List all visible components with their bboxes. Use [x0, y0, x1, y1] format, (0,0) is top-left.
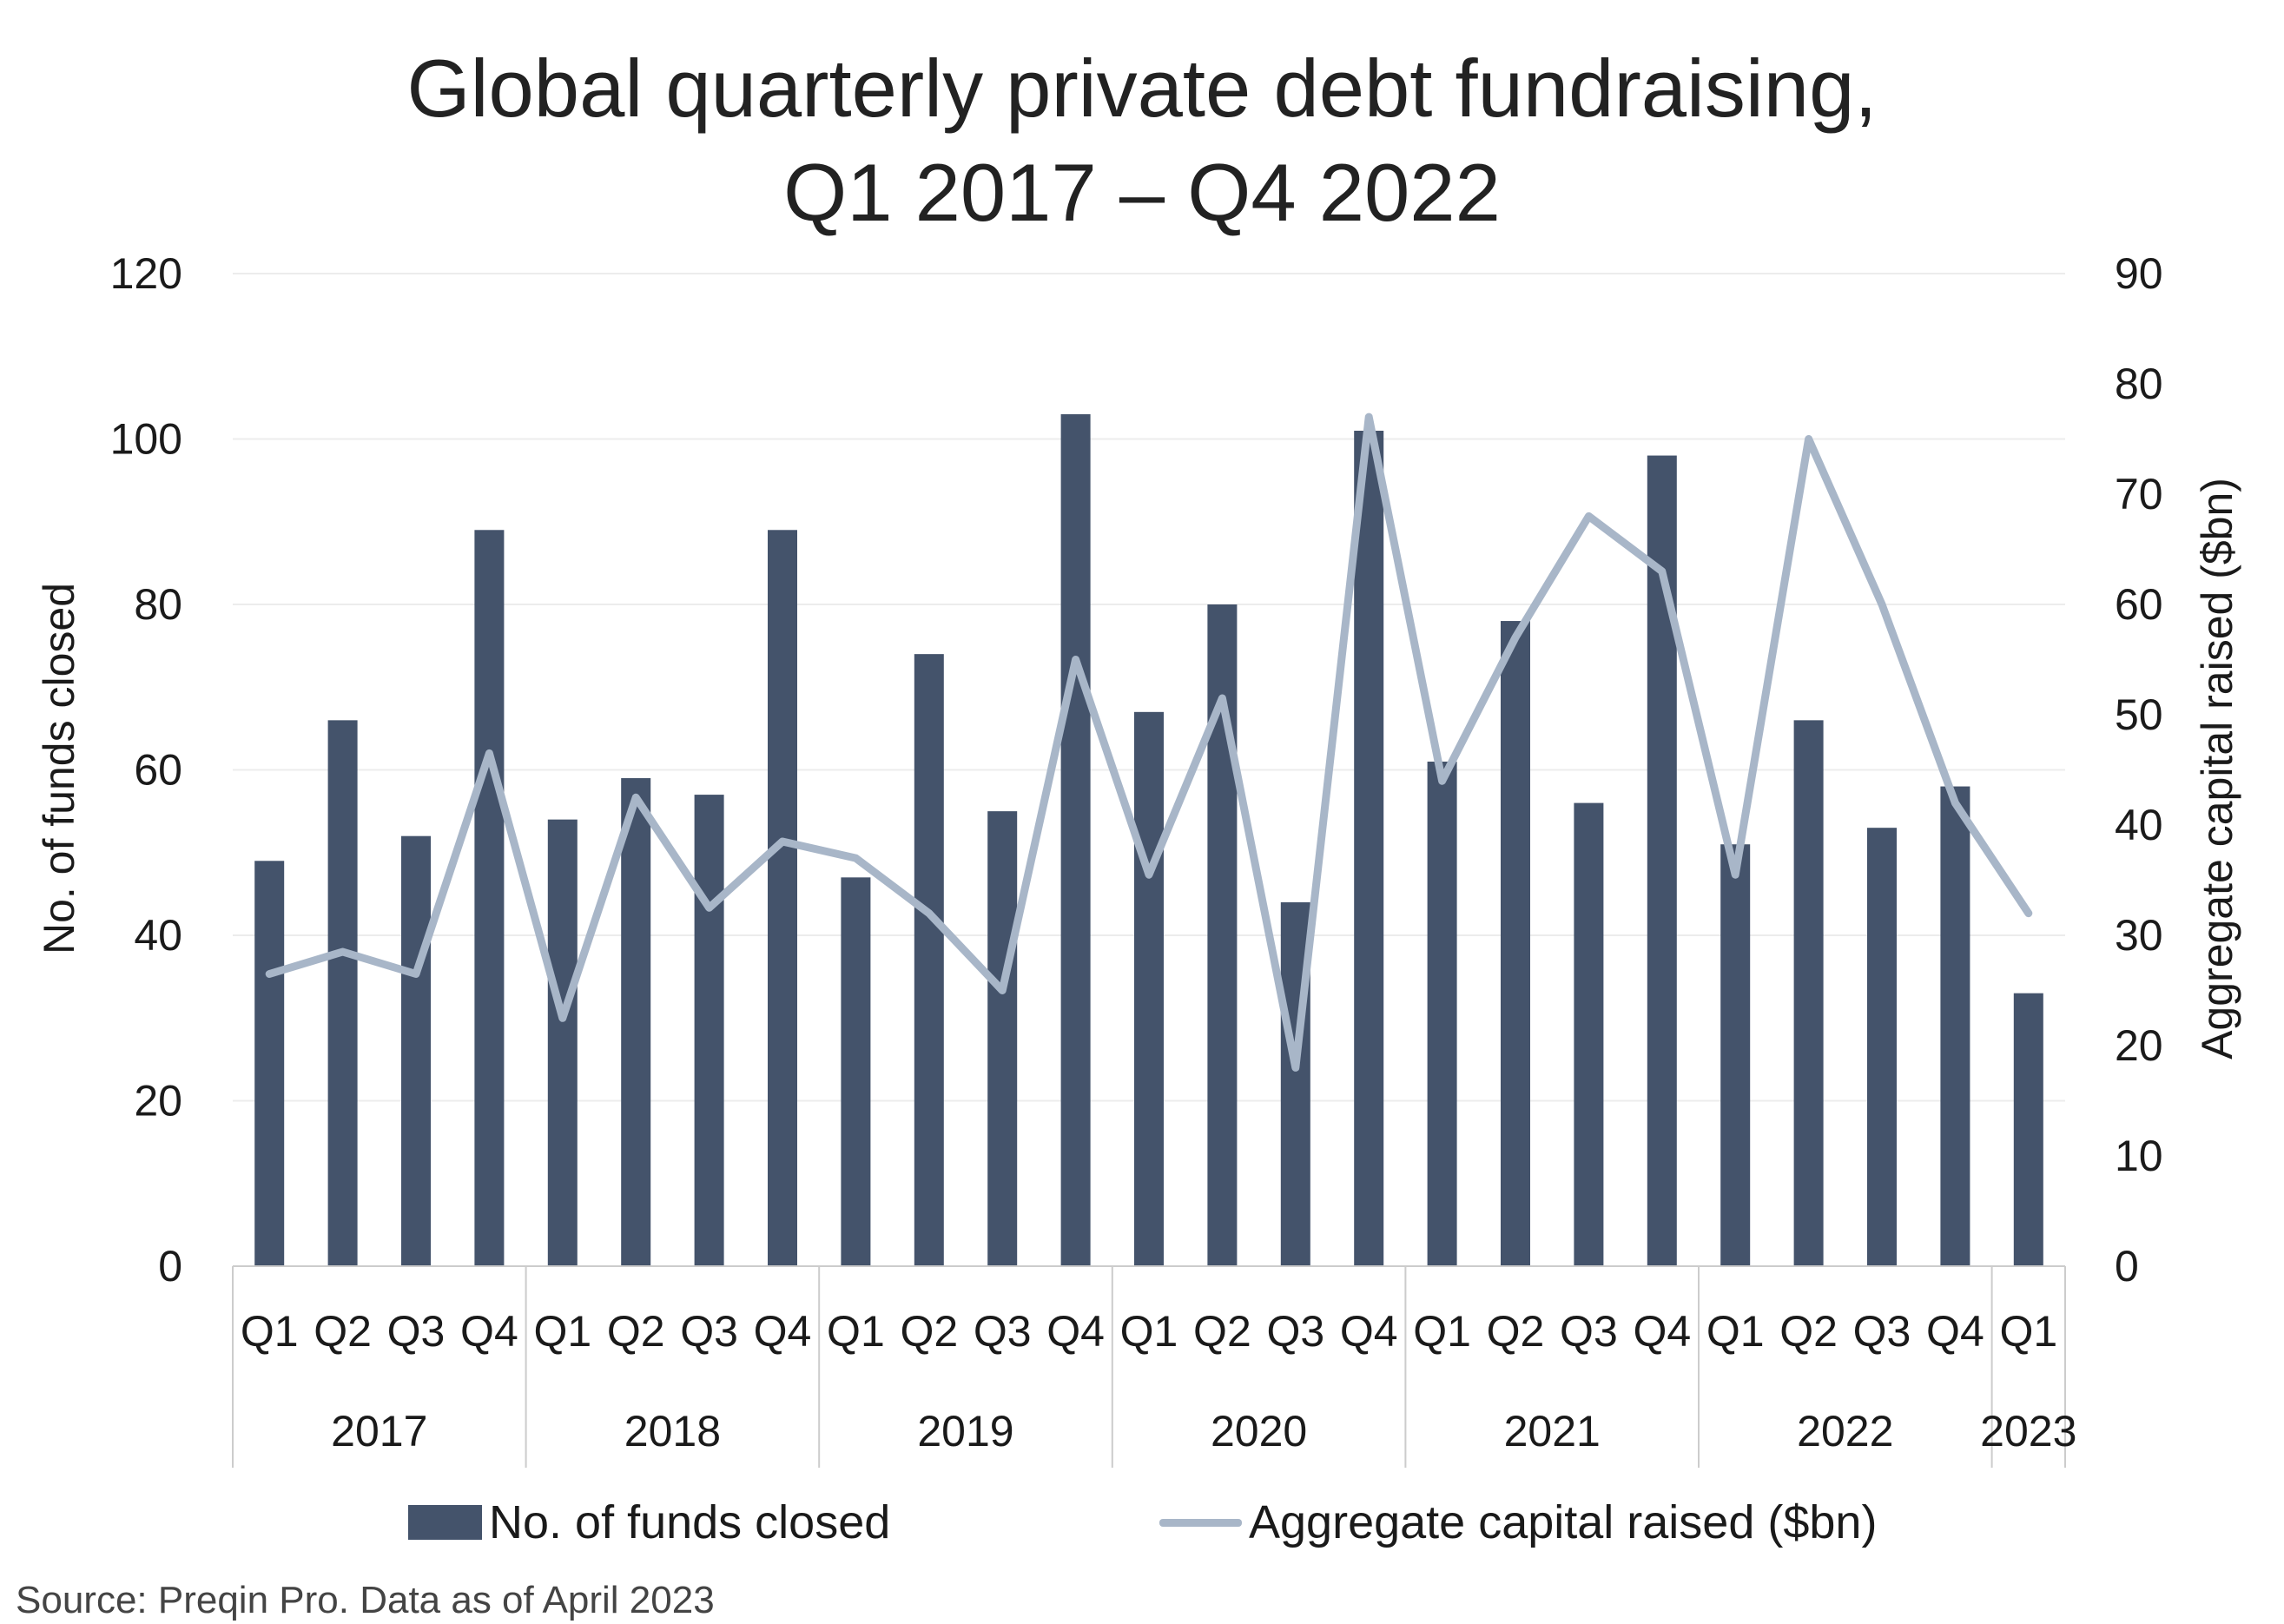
quarter-label: Q4 — [1046, 1307, 1105, 1356]
year-label: 2020 — [1211, 1407, 1307, 1456]
quarter-label: Q1 — [1999, 1307, 2057, 1356]
year-label: 2021 — [1504, 1407, 1601, 1456]
right-tick-label: 40 — [2115, 801, 2163, 849]
right-tick-label: 80 — [2115, 360, 2163, 408]
right-tick-label: 30 — [2115, 911, 2163, 960]
right-axis-label: Aggregate capital raised ($bn) — [2193, 478, 2241, 1060]
bar — [1574, 802, 1604, 1266]
quarter-label: Q3 — [1853, 1307, 1911, 1356]
quarter-label: Q1 — [241, 1307, 299, 1356]
right-tick-label: 90 — [2115, 249, 2163, 298]
right-tick-label: 60 — [2115, 580, 2163, 629]
left-tick-label: 60 — [134, 746, 182, 795]
left-tick-label: 100 — [110, 415, 182, 464]
quarter-label: Q3 — [974, 1307, 1032, 1356]
left-tick-label: 0 — [158, 1242, 182, 1291]
bar — [474, 530, 505, 1266]
quarter-label: Q4 — [1633, 1307, 1691, 1356]
axes — [232, 1265, 2066, 1468]
quarter-label: Q2 — [314, 1307, 372, 1356]
quarter-label: Q2 — [607, 1307, 665, 1356]
left-tick-label: 80 — [134, 580, 182, 629]
bar — [1720, 844, 1751, 1266]
chart-title: Global quarterly private debt fundraisin… — [406, 43, 1878, 134]
right-tick-label: 70 — [2115, 470, 2163, 518]
quarter-label: Q4 — [1340, 1307, 1398, 1356]
right-tick-label: 0 — [2115, 1242, 2139, 1291]
bar — [547, 819, 578, 1266]
legend-bar-swatch — [408, 1505, 482, 1540]
right-axis-ticks: 0 10 20 30 40 50 60 70 80 90 — [2115, 249, 2163, 1291]
quarter-label: Q4 — [460, 1307, 518, 1356]
quarter-label: Q4 — [1926, 1307, 1984, 1356]
legend-line-entry: Aggregate capital raised ($bn) — [1159, 1495, 1877, 1549]
quarter-label: Q2 — [1487, 1307, 1545, 1356]
bar — [1060, 413, 1091, 1266]
year-label: 2017 — [331, 1407, 427, 1456]
line-series — [265, 413, 2033, 1072]
right-tick-label: 20 — [2115, 1021, 2163, 1070]
source-note: Source: Preqin Pro. Data as of April 202… — [16, 1579, 715, 1621]
bar — [1867, 828, 1897, 1266]
quarter-label: Q3 — [1266, 1307, 1324, 1356]
quarter-label: Q2 — [1193, 1307, 1251, 1356]
x-axis-categories: Q1 Q2 Q3 Q4 Q1 Q2 Q3 Q4 Q1 Q2 Q3 Q4 Q1 Q2 Q3 Q4 Q1 Q2 Q3 Q4… — [241, 1307, 2077, 1456]
legend-line-swatch — [1159, 1518, 1242, 1527]
bar — [1793, 720, 1824, 1266]
quarter-label: Q2 — [900, 1307, 958, 1356]
bar — [694, 795, 724, 1266]
quarter-label: Q1 — [1413, 1307, 1471, 1356]
left-tick-label: 120 — [110, 249, 182, 298]
year-label: 2022 — [1797, 1407, 1893, 1456]
year-label: 2019 — [917, 1407, 1013, 1456]
left-axis-label: No. of funds closed — [35, 583, 83, 954]
quarter-label: Q1 — [827, 1307, 885, 1356]
bar — [768, 530, 797, 1266]
quarter-label: Q2 — [1779, 1307, 1838, 1356]
quarter-label: Q1 — [1120, 1307, 1178, 1356]
series-line — [265, 413, 2033, 1072]
bar — [1354, 430, 1384, 1267]
quarter-label: Q3 — [387, 1307, 446, 1356]
bar — [1134, 711, 1164, 1266]
legend-bar-label: No. of funds closed — [489, 1496, 891, 1548]
bar — [2013, 993, 2043, 1266]
left-tick-label: 40 — [134, 911, 182, 960]
right-tick-label: 10 — [2115, 1132, 2163, 1180]
bar — [1940, 786, 1970, 1266]
year-label: 2018 — [624, 1407, 721, 1456]
right-tick-label: 50 — [2115, 690, 2163, 739]
bar-series — [254, 413, 2043, 1267]
bar — [327, 720, 358, 1266]
bar — [914, 654, 944, 1266]
bar — [1501, 621, 1530, 1266]
bar — [1647, 455, 1677, 1266]
bar — [1427, 761, 1457, 1266]
bar — [401, 835, 431, 1266]
quarter-label: Q4 — [754, 1307, 812, 1356]
left-axis-ticks: 0 20 40 60 80 100 120 — [110, 249, 182, 1291]
bar — [841, 877, 871, 1266]
quarter-label: Q3 — [1560, 1307, 1618, 1356]
quarter-label: Q1 — [1706, 1307, 1765, 1356]
legend-line-label: Aggregate capital raised ($bn) — [1249, 1496, 1878, 1548]
quarter-label: Q3 — [680, 1307, 738, 1356]
chart-subtitle: Q1 2017 – Q4 2022 — [783, 147, 1501, 238]
left-tick-label: 20 — [134, 1077, 182, 1126]
legend-bar-entry: No. of funds closed — [408, 1495, 890, 1549]
year-label: 2023 — [1980, 1407, 2076, 1456]
bar — [987, 811, 1018, 1266]
bar — [621, 778, 651, 1266]
quarter-label: Q1 — [533, 1307, 591, 1356]
bar — [254, 861, 285, 1266]
